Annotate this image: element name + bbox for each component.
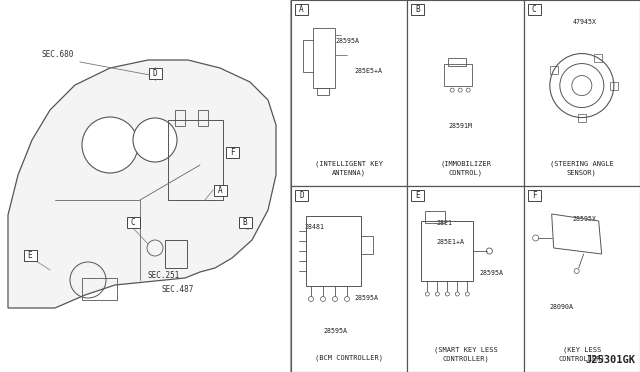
Bar bbox=[407, 186, 524, 372]
Bar bbox=[239, 217, 252, 228]
Text: A: A bbox=[299, 5, 304, 14]
Bar bbox=[448, 58, 466, 66]
Text: 28595A: 28595A bbox=[355, 295, 379, 301]
Text: CONTROL): CONTROL) bbox=[449, 170, 483, 176]
Text: 285E5+A: 285E5+A bbox=[355, 68, 383, 74]
Bar bbox=[24, 250, 36, 260]
Text: (INTELLIGENT KEY: (INTELLIGENT KEY bbox=[315, 161, 383, 167]
Bar bbox=[444, 64, 472, 86]
Text: B: B bbox=[243, 218, 247, 227]
Text: F: F bbox=[532, 191, 536, 200]
Text: 28591M: 28591M bbox=[448, 124, 472, 129]
Text: SEC.251: SEC.251 bbox=[148, 271, 180, 280]
Text: D: D bbox=[299, 191, 304, 200]
Text: E: E bbox=[415, 191, 420, 200]
Bar bbox=[295, 190, 308, 201]
Circle shape bbox=[133, 118, 177, 162]
Bar bbox=[361, 236, 373, 254]
Bar bbox=[291, 0, 407, 186]
Text: (STEERING ANGLE: (STEERING ANGLE bbox=[550, 161, 614, 167]
Bar bbox=[295, 4, 308, 15]
Text: (KEY LESS: (KEY LESS bbox=[563, 347, 601, 353]
Text: 28090A: 28090A bbox=[549, 304, 573, 310]
Bar bbox=[412, 190, 424, 201]
Text: 285E1+A: 285E1+A bbox=[436, 239, 465, 245]
Bar bbox=[426, 211, 445, 223]
Bar bbox=[198, 110, 208, 126]
Text: C: C bbox=[131, 218, 135, 227]
Circle shape bbox=[82, 117, 138, 173]
Text: E: E bbox=[28, 250, 32, 260]
Text: 28595X: 28595X bbox=[573, 217, 596, 222]
Bar bbox=[578, 113, 586, 122]
Text: 28595A: 28595A bbox=[479, 270, 504, 276]
Bar bbox=[165, 240, 187, 268]
Text: ANTENNA): ANTENNA) bbox=[332, 170, 366, 176]
Bar bbox=[610, 81, 618, 90]
Text: 47945X: 47945X bbox=[573, 19, 596, 25]
Bar bbox=[527, 190, 541, 201]
Text: 28595A: 28595A bbox=[335, 38, 359, 44]
Text: J25301GK: J25301GK bbox=[585, 355, 635, 365]
Text: CONTROLLER): CONTROLLER) bbox=[442, 356, 489, 362]
Bar bbox=[550, 65, 558, 74]
Bar bbox=[527, 4, 541, 15]
Bar bbox=[313, 28, 335, 88]
Text: A: A bbox=[218, 186, 222, 195]
Bar bbox=[214, 185, 227, 196]
Bar bbox=[306, 216, 361, 286]
Text: 28481: 28481 bbox=[305, 224, 325, 230]
Bar bbox=[225, 147, 239, 157]
Text: C: C bbox=[532, 5, 536, 14]
Text: (SMART KEY LESS: (SMART KEY LESS bbox=[434, 347, 497, 353]
Bar bbox=[524, 186, 640, 372]
Bar bbox=[148, 67, 161, 78]
Text: SEC.680: SEC.680 bbox=[42, 50, 74, 59]
Text: SENSOR): SENSOR) bbox=[567, 170, 596, 176]
Bar bbox=[421, 221, 474, 281]
Text: (IMMOBILIZER: (IMMOBILIZER bbox=[440, 161, 491, 167]
Bar bbox=[127, 217, 140, 228]
Bar bbox=[412, 4, 424, 15]
Bar bbox=[524, 0, 640, 186]
Text: SEC.487: SEC.487 bbox=[162, 285, 195, 294]
Bar bbox=[175, 110, 185, 126]
Polygon shape bbox=[8, 60, 276, 308]
Text: (BCM CONTROLLER): (BCM CONTROLLER) bbox=[315, 355, 383, 361]
Bar bbox=[291, 186, 407, 372]
Bar bbox=[317, 88, 329, 95]
Text: 28E1: 28E1 bbox=[436, 220, 452, 226]
Text: B: B bbox=[415, 5, 420, 14]
Text: 28595A: 28595A bbox=[324, 328, 348, 334]
Bar bbox=[594, 54, 602, 62]
Bar bbox=[168, 120, 223, 200]
Text: D: D bbox=[153, 68, 157, 77]
Text: CONTROLLER): CONTROLLER) bbox=[559, 356, 605, 362]
Bar bbox=[82, 278, 117, 300]
Text: F: F bbox=[230, 148, 234, 157]
Bar bbox=[407, 0, 524, 186]
